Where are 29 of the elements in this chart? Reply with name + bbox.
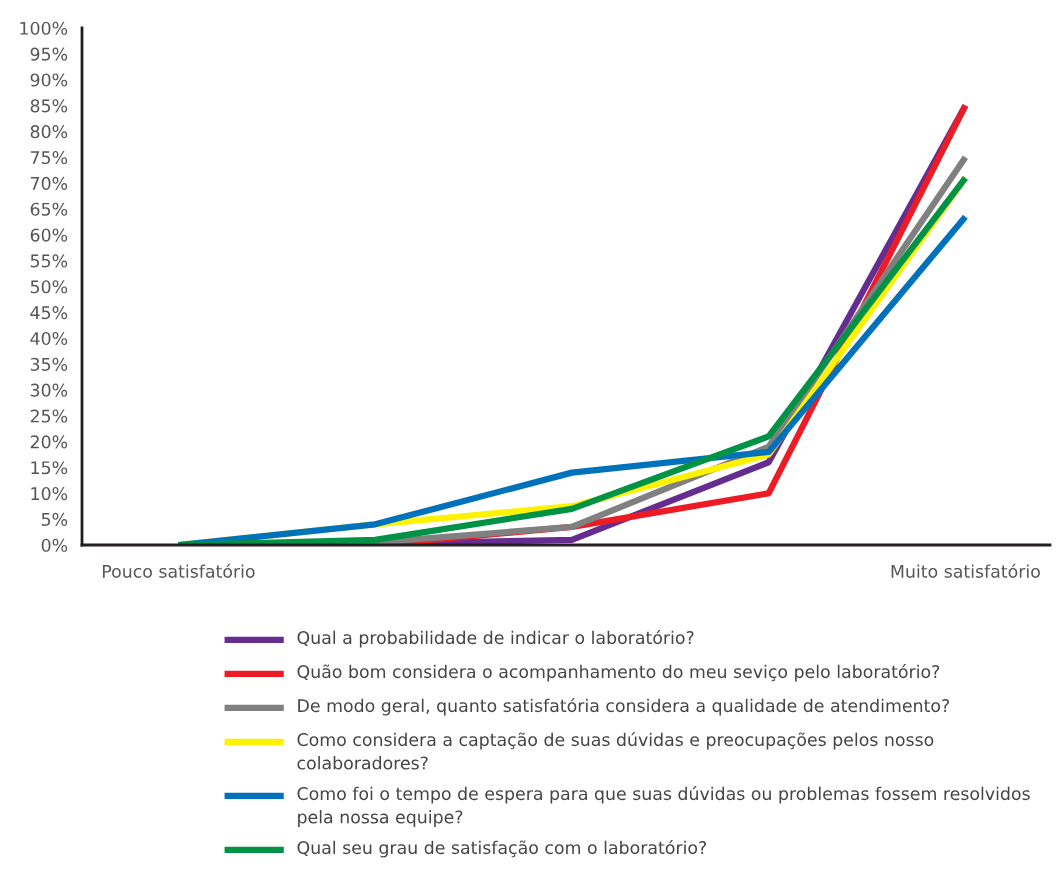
y-tick-label: 40% (30, 331, 68, 346)
y-tick-label: 100% (20, 21, 68, 35)
legend-label: De modo geral, quanto satisfatória considera a qualidade de atendimento? (298, 698, 949, 716)
legend-label: Qual seu grau de satisfação com o laboratório? (297, 840, 707, 858)
y-tick-label: 95% (30, 47, 68, 61)
y-tick-label: 0% (41, 538, 68, 552)
y-tick-label: 65% (30, 202, 68, 216)
y-tick-label: 85% (30, 99, 68, 113)
y-tick-label: 25% (30, 409, 68, 423)
y-tick-label: 60% (30, 228, 68, 242)
y-tick-label: 20% (30, 435, 68, 449)
legend-label: Como foi o tempo de espera para que suas dúvidas ou problemas fossem resolvidos pela nossa equipe? (297, 786, 1030, 827)
y-tick-label: 5% (41, 512, 68, 526)
y-tick-label: 55% (30, 254, 68, 268)
y-tick-label: 45% (30, 306, 68, 320)
x-tick-label: Muito satisfatório (891, 563, 1040, 578)
legend-label: Como considera a captação de suas dúvidas e preocupações pelos nosso colaboradores? (297, 732, 934, 770)
y-tick-label: 35% (30, 357, 68, 371)
x-tick-label: Pouco satisfatório (102, 563, 255, 578)
y-tick-label: 50% (30, 280, 68, 294)
y-tick-label: 70% (30, 176, 68, 190)
y-tick-label: 15% (31, 461, 68, 475)
y-tick-label: 80% (30, 125, 68, 139)
y-tick-label: 75% (30, 150, 68, 165)
y-tick-label: 10% (31, 487, 68, 501)
legend-label: Quão bom considera o acompanhamento do meu seviço pelo laboratório? (297, 664, 940, 682)
y-tick-label: 30% (30, 383, 68, 397)
legend-label: Qual a probabilidade de indicar o laboratório? (297, 630, 694, 648)
y-tick-label: 90% (30, 73, 68, 87)
